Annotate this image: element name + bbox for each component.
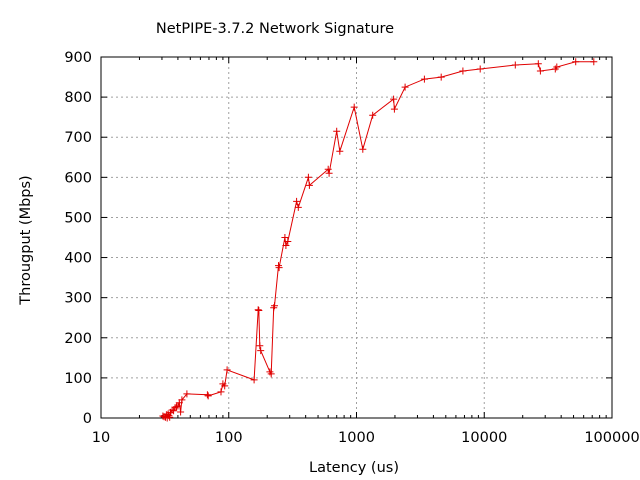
data-point: [359, 145, 367, 153]
data-point: [553, 63, 561, 71]
data-point: [183, 390, 191, 398]
data-point: [284, 238, 292, 245]
series-line: [162, 61, 594, 419]
y-tick-label: 0: [83, 411, 92, 427]
y-tick-label: 700: [64, 130, 92, 146]
data-point: [336, 147, 344, 155]
y-tick-label: 100: [64, 371, 92, 387]
data-point: [267, 370, 275, 378]
series-points: [159, 58, 598, 422]
y-tick-labels: 0 100 200 300 400 500 600 700 800 900: [64, 50, 92, 427]
data-point: [350, 103, 358, 111]
data-point: [173, 403, 180, 411]
y-tick-label: 300: [64, 291, 92, 307]
data-point: [250, 376, 258, 384]
y-tick-label: 400: [64, 251, 92, 267]
x-axis-label: Latency (us): [309, 460, 399, 476]
data-point: [170, 407, 178, 415]
data-point: [203, 391, 211, 399]
data-point: [476, 65, 484, 73]
grid: [101, 57, 612, 418]
data-point: [257, 347, 265, 355]
data-point: [282, 242, 290, 249]
data-point: [324, 165, 332, 173]
data-point: [275, 264, 283, 272]
x-tick-label: 10000: [461, 430, 507, 446]
data-point: [401, 83, 409, 91]
x-tick-labels: 10 100 1000 10000 100000: [92, 430, 640, 446]
plot-frame: [100, 56, 613, 419]
data-point: [254, 306, 262, 314]
data-point: [305, 181, 313, 189]
y-tick-label: 800: [64, 90, 92, 106]
y-tick-label: 200: [64, 331, 92, 347]
x-tick-label: 10: [92, 430, 110, 446]
data-point: [281, 234, 289, 241]
data-point: [271, 302, 278, 310]
data-point: [459, 67, 467, 75]
data-point: [511, 61, 519, 69]
data-point: [204, 392, 212, 400]
data-point: [390, 105, 398, 113]
data-point: [333, 127, 341, 135]
y-tick-label: 500: [64, 210, 92, 226]
data-point: [534, 60, 542, 68]
x-tick-label: 1000: [338, 430, 375, 446]
data-point: [325, 169, 333, 177]
data-point: [178, 396, 186, 404]
y-tick-label: 900: [64, 50, 92, 66]
data-point: [217, 388, 225, 396]
data-point: [293, 197, 301, 205]
chart-title: NetPIPE-3.7.2 Network Signature: [156, 21, 394, 37]
data-point: [177, 408, 185, 416]
x-tick-label: 100: [215, 430, 243, 446]
x-tick-label: 100000: [584, 430, 639, 446]
data-point: [420, 75, 428, 83]
y-axis-label: Througput (Mbps): [18, 175, 34, 305]
data-point: [590, 58, 598, 66]
data-point: [165, 412, 173, 420]
data-point: [304, 173, 312, 181]
data-point: [294, 203, 302, 211]
data-point: [390, 95, 398, 103]
data-point: [223, 366, 231, 374]
data-point: [536, 67, 544, 75]
data-point: [437, 73, 445, 81]
y-tick-label: 600: [64, 170, 92, 186]
data-point: [221, 382, 229, 390]
data-point: [174, 402, 182, 410]
data-point: [255, 307, 263, 314]
data-point: [572, 58, 580, 66]
data-point: [256, 342, 264, 350]
data-point: [166, 413, 174, 421]
data-point: [369, 111, 377, 119]
